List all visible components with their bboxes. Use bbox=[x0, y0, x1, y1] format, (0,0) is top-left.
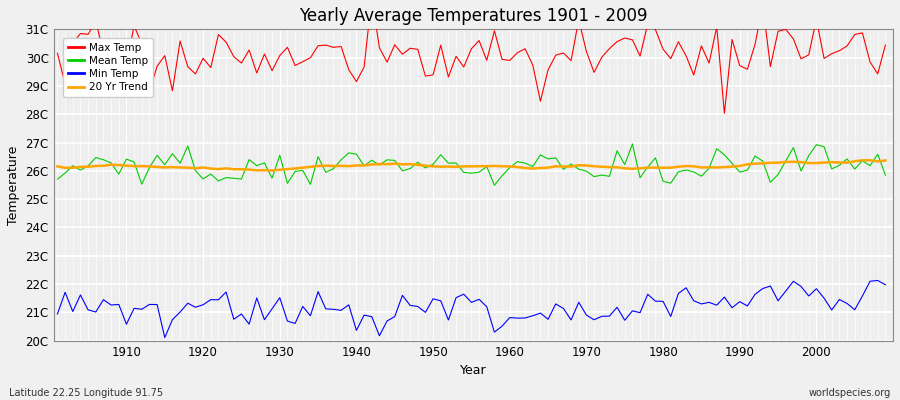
Text: Latitude 22.25 Longitude 91.75: Latitude 22.25 Longitude 91.75 bbox=[9, 388, 163, 398]
Y-axis label: Temperature: Temperature bbox=[7, 145, 20, 225]
Text: worldspecies.org: worldspecies.org bbox=[809, 388, 891, 398]
Title: Yearly Average Temperatures 1901 - 2009: Yearly Average Temperatures 1901 - 2009 bbox=[299, 7, 648, 25]
X-axis label: Year: Year bbox=[460, 364, 487, 377]
Legend: Max Temp, Mean Temp, Min Temp, 20 Yr Trend: Max Temp, Mean Temp, Min Temp, 20 Yr Tre… bbox=[63, 38, 153, 97]
